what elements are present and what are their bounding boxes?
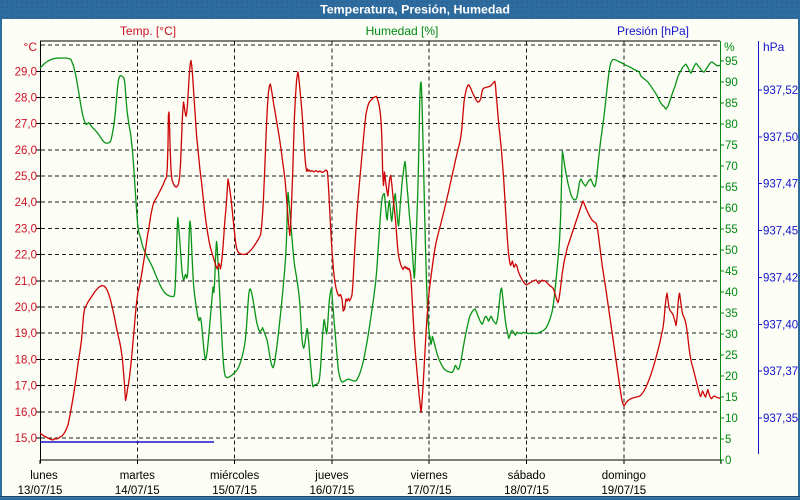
svg-text:60: 60	[725, 203, 738, 215]
svg-text:domingo: domingo	[602, 470, 646, 482]
svg-text:937,40: 937,40	[763, 319, 798, 331]
svg-text:55: 55	[725, 224, 738, 236]
svg-text:martes: martes	[120, 470, 155, 482]
svg-text:40: 40	[725, 287, 738, 299]
svg-text:28,0: 28,0	[15, 93, 37, 105]
svg-text:Presión [hPa]: Presión [hPa]	[617, 24, 689, 38]
svg-text:viernes: viernes	[411, 470, 448, 482]
svg-text:15,0: 15,0	[15, 433, 37, 445]
svg-text:937,42: 937,42	[763, 272, 798, 284]
svg-text:20,0: 20,0	[15, 302, 37, 314]
svg-text:25,0: 25,0	[15, 171, 37, 183]
svg-text:19/07/15: 19/07/15	[601, 485, 646, 497]
svg-text:16,0: 16,0	[15, 407, 37, 419]
svg-text:90: 90	[725, 77, 738, 89]
svg-text:0: 0	[725, 455, 731, 467]
svg-text:80: 80	[725, 119, 738, 131]
svg-text:937,50: 937,50	[763, 132, 798, 144]
svg-text:15: 15	[725, 392, 738, 404]
svg-text:22,0: 22,0	[15, 250, 37, 262]
svg-text:21,0: 21,0	[15, 276, 37, 288]
svg-text:23,0: 23,0	[15, 223, 37, 235]
svg-text:937,47: 937,47	[763, 179, 798, 191]
svg-text:°C: °C	[24, 40, 38, 54]
svg-text:5: 5	[725, 434, 731, 446]
svg-text:27,0: 27,0	[15, 119, 37, 131]
svg-text:65: 65	[725, 182, 738, 194]
svg-text:17,0: 17,0	[15, 381, 37, 393]
svg-text:14/07/15: 14/07/15	[115, 485, 160, 497]
svg-text:937,45: 937,45	[763, 226, 798, 238]
svg-text:45: 45	[725, 266, 738, 278]
svg-text:20: 20	[725, 371, 738, 383]
svg-text:16/07/15: 16/07/15	[310, 485, 355, 497]
svg-text:18/07/15: 18/07/15	[504, 485, 549, 497]
svg-text:Temperatura, Presión, Humedad: Temperatura, Presión, Humedad	[320, 3, 510, 17]
svg-text:19,0: 19,0	[15, 328, 37, 340]
svg-text:18,0: 18,0	[15, 354, 37, 366]
svg-text:95: 95	[725, 56, 738, 68]
svg-text:30: 30	[725, 329, 738, 341]
svg-text:25: 25	[725, 350, 738, 362]
svg-text:70: 70	[725, 161, 738, 173]
svg-text:26,0: 26,0	[15, 145, 37, 157]
svg-text:sábado: sábado	[508, 470, 546, 482]
svg-text:75: 75	[725, 140, 738, 152]
svg-text:29,0: 29,0	[15, 66, 37, 78]
svg-text:937,52: 937,52	[763, 85, 798, 97]
svg-text:15/07/15: 15/07/15	[212, 485, 257, 497]
svg-text:24,0: 24,0	[15, 197, 37, 209]
svg-text:17/07/15: 17/07/15	[407, 485, 452, 497]
svg-text:937,37: 937,37	[763, 366, 798, 378]
svg-text:Temp. [°C]: Temp. [°C]	[120, 24, 176, 38]
svg-text:13/07/15: 13/07/15	[18, 485, 63, 497]
svg-text:937,35: 937,35	[763, 413, 798, 425]
svg-text:Humedad [%]: Humedad [%]	[366, 24, 439, 38]
svg-text:jueves: jueves	[314, 470, 348, 482]
svg-text:35: 35	[725, 308, 738, 320]
svg-text:50: 50	[725, 245, 738, 257]
svg-text:miércoles: miércoles	[210, 470, 259, 482]
svg-text:10: 10	[725, 413, 738, 425]
svg-text:lunes: lunes	[30, 470, 58, 482]
svg-text:%: %	[724, 40, 735, 54]
svg-text:85: 85	[725, 98, 738, 110]
svg-text:hPa: hPa	[763, 40, 785, 54]
